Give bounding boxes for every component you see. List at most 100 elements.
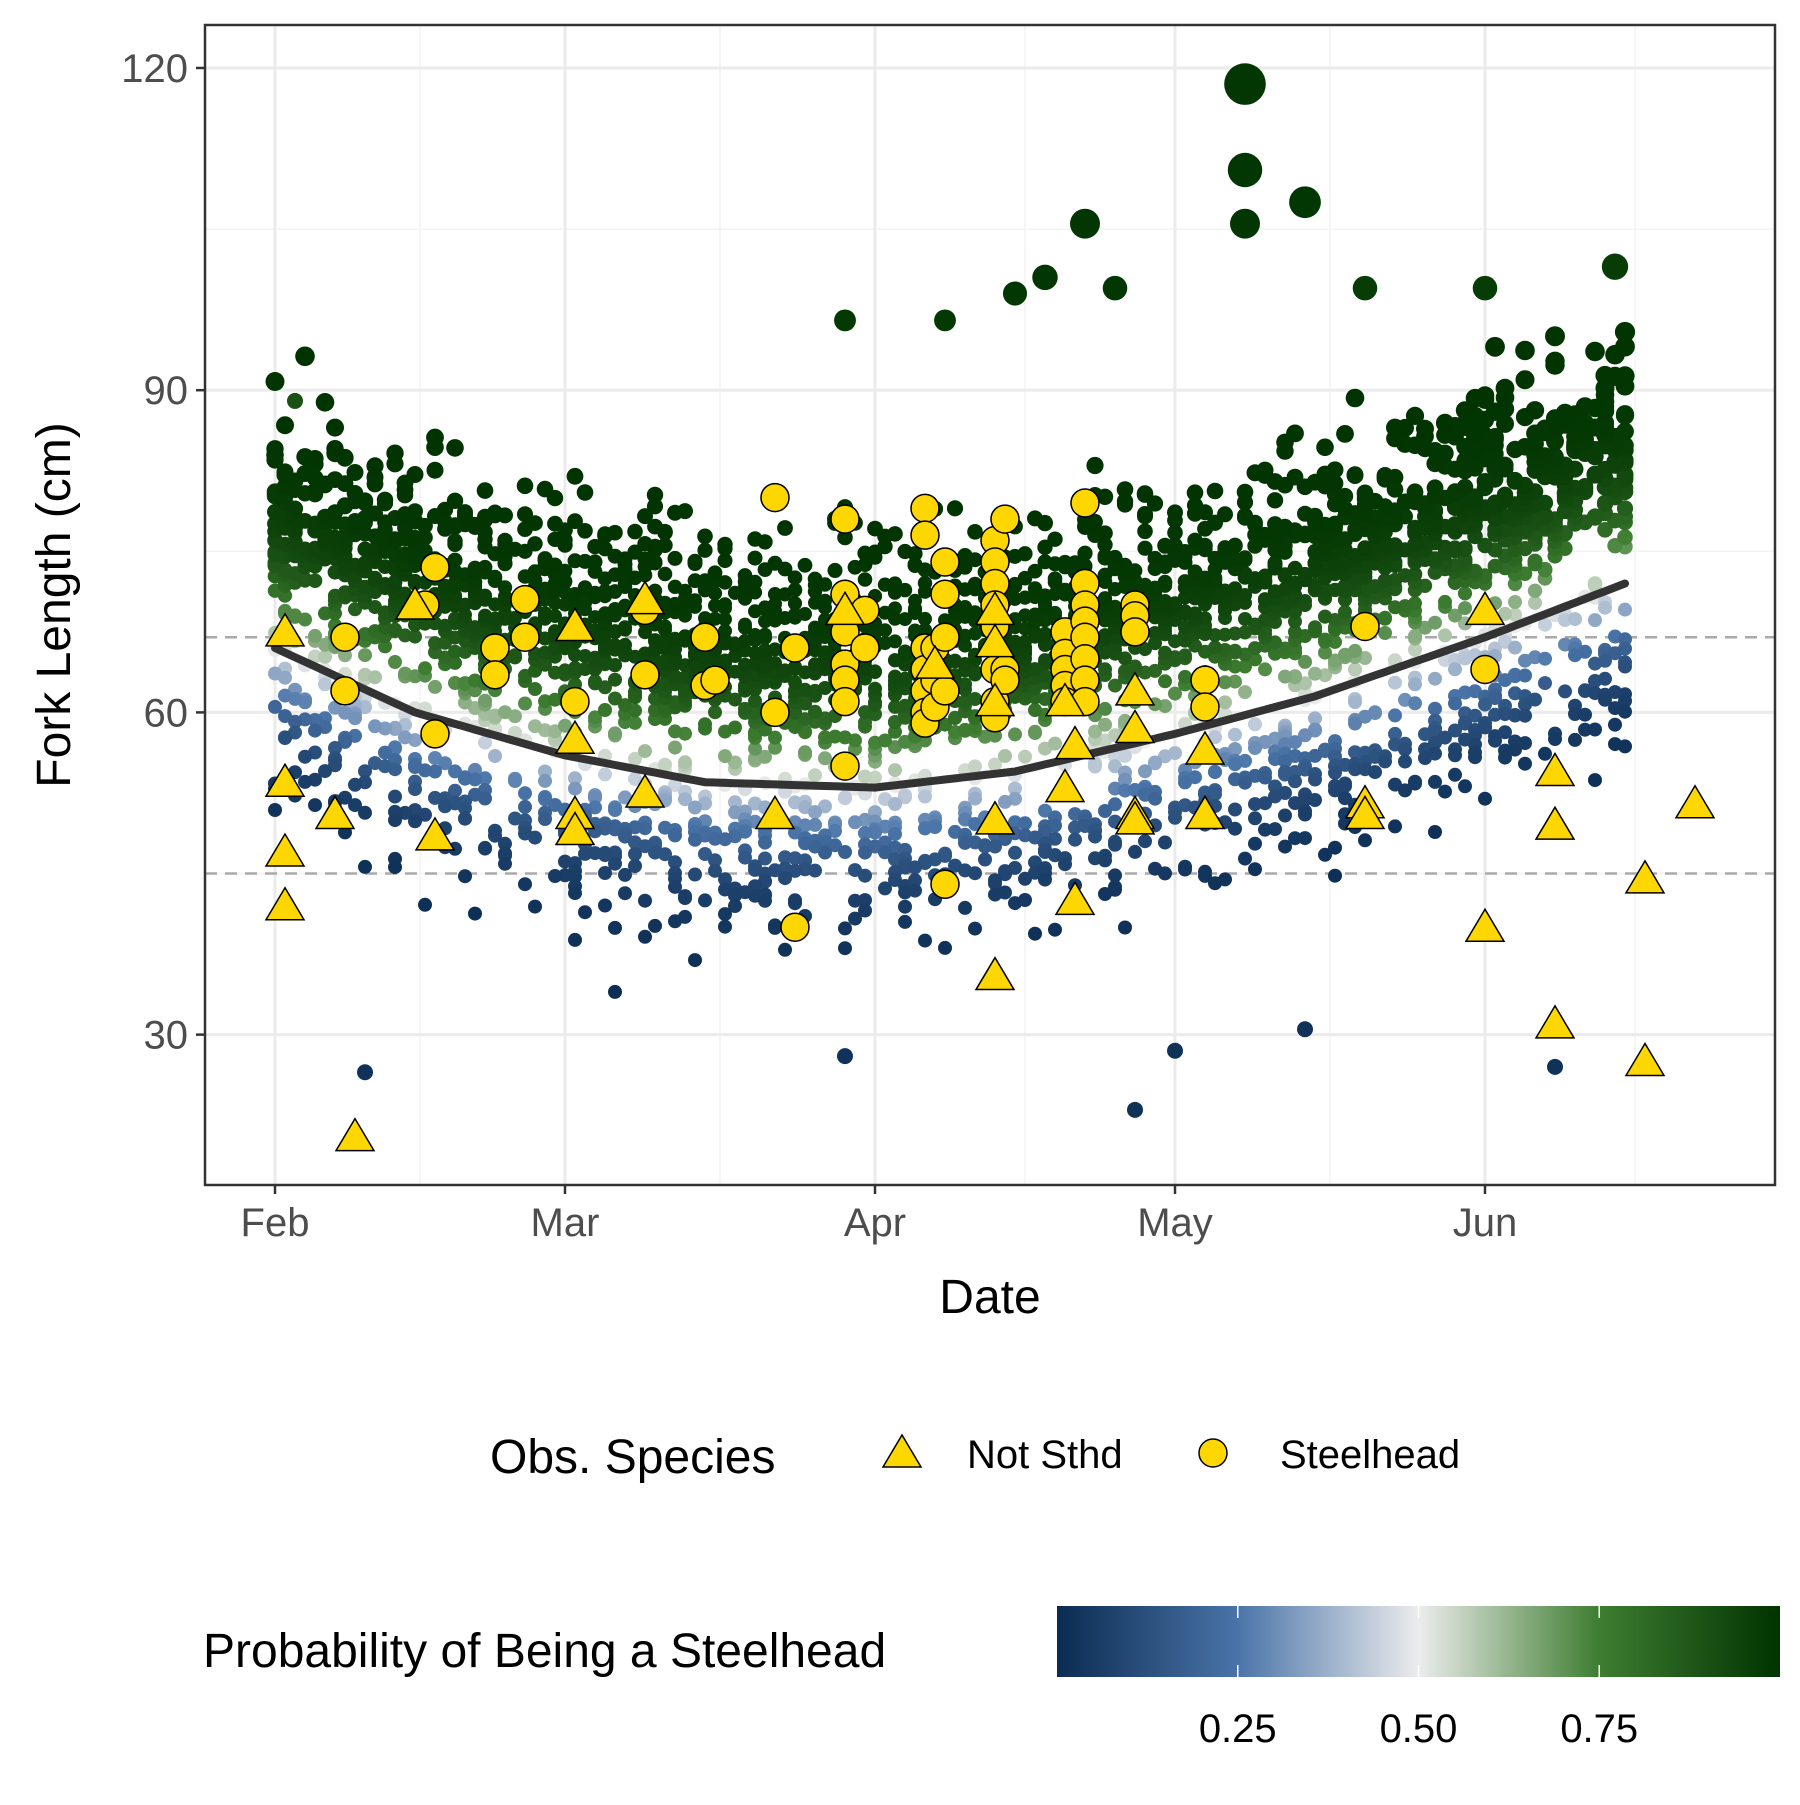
probability-point [888, 601, 902, 616]
probability-point [1038, 824, 1052, 839]
steelhead-point [780, 912, 810, 942]
y-axis: 30 60 90 120 [121, 47, 205, 1058]
probability-point [698, 893, 712, 908]
probability-point [1108, 678, 1122, 693]
probability-point [458, 771, 472, 786]
probability-point [887, 526, 903, 542]
probability-point [1186, 497, 1204, 514]
probability-point [447, 552, 463, 568]
probability-point [498, 856, 512, 871]
probability-point [516, 477, 534, 495]
probability-point [1178, 862, 1192, 877]
probability-point [1118, 748, 1132, 763]
probability-point [1568, 612, 1582, 627]
probability-point [358, 648, 372, 663]
probability-point [388, 655, 402, 669]
probability-point [408, 669, 422, 684]
probability-point [306, 450, 324, 468]
probability-point [747, 550, 763, 566]
probability-point [408, 782, 422, 797]
probability-point [1386, 418, 1404, 437]
probability-point [448, 644, 462, 659]
probability-point [858, 903, 872, 918]
probability-point [1002, 281, 1028, 306]
probability-point [628, 751, 642, 766]
probability-point [838, 791, 852, 806]
probability-point [378, 639, 392, 654]
probability-point [1328, 783, 1342, 798]
probability-point [1398, 783, 1412, 798]
probability-point [767, 587, 783, 602]
probability-point [808, 768, 822, 783]
probability-point [1167, 1042, 1183, 1059]
probability-point [697, 542, 713, 558]
probability-point [1278, 808, 1292, 823]
probability-point [1327, 554, 1343, 570]
probability-point [888, 669, 902, 684]
probability-point [668, 778, 682, 792]
probability-point [1368, 765, 1382, 780]
probability-point [677, 503, 693, 520]
probability-point [1408, 677, 1422, 692]
probability-point [1257, 592, 1273, 607]
probability-point [1018, 749, 1032, 764]
probability-point [1118, 783, 1132, 798]
probability-point [1337, 578, 1353, 593]
probability-point [968, 817, 982, 831]
probability-point [1336, 425, 1354, 443]
probability-point [458, 869, 472, 884]
probability-point [1601, 253, 1629, 280]
probability-point [1077, 545, 1093, 561]
probability-point [266, 440, 284, 458]
probability-point [528, 719, 542, 734]
probability-point [478, 791, 492, 806]
probability-point [1138, 834, 1152, 849]
probability-point [478, 735, 492, 750]
probability-point [628, 859, 642, 873]
probability-point [1048, 922, 1062, 937]
probability-point [1608, 646, 1622, 661]
probability-point [1267, 516, 1283, 532]
probability-point [348, 798, 362, 813]
probability-point [718, 872, 732, 887]
probability-point [738, 701, 752, 716]
probability-point [1408, 642, 1422, 657]
steelhead-point [480, 633, 510, 663]
probability-point [1506, 471, 1524, 489]
probability-point [768, 920, 782, 935]
probability-point [1168, 686, 1182, 701]
probability-point [1468, 750, 1482, 765]
probability-point [1588, 613, 1602, 628]
probability-point [858, 845, 872, 860]
probability-point [778, 942, 792, 957]
probability-point [308, 649, 322, 664]
probability-point [1148, 636, 1162, 651]
probability-point [1352, 275, 1378, 301]
probability-point [1248, 811, 1262, 826]
probability-point [897, 543, 913, 560]
not-sthd-point [1054, 880, 1096, 916]
probability-point [388, 622, 402, 637]
probability-point [1138, 764, 1152, 779]
probability-point [968, 921, 982, 936]
probability-point [1297, 505, 1313, 522]
probability-point [528, 830, 542, 845]
probability-point [418, 897, 432, 912]
probability-point [1585, 341, 1605, 362]
probability-point [458, 811, 472, 826]
probability-point [967, 576, 983, 592]
probability-point [1038, 626, 1052, 641]
probability-point [1506, 440, 1524, 459]
probability-point [1508, 607, 1522, 622]
probability-point [1448, 696, 1462, 711]
probability-point [1158, 749, 1172, 764]
probability-point [1288, 774, 1302, 789]
probability-point [1496, 486, 1514, 503]
probability-point [1086, 456, 1104, 475]
probability-point [1487, 558, 1503, 574]
probability-point [1318, 609, 1332, 624]
x-tick-label: Mar [531, 1201, 600, 1245]
probability-point [1498, 750, 1512, 765]
probability-point [1268, 822, 1282, 837]
probability-point [548, 609, 562, 623]
